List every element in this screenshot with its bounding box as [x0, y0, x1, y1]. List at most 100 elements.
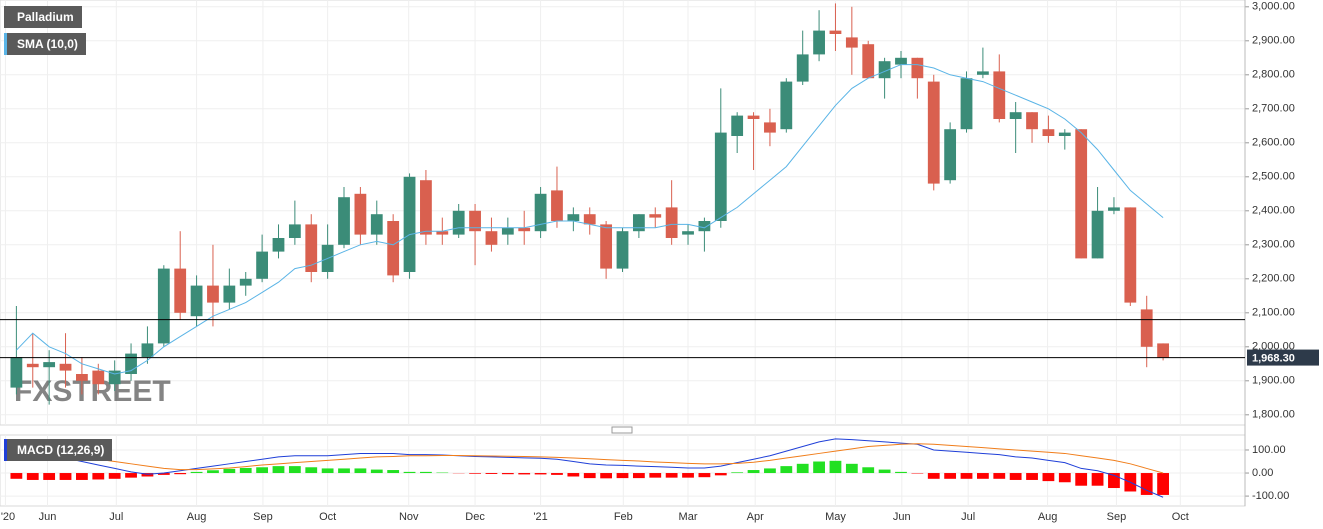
x-tick-label: '20 — [1, 511, 15, 523]
histogram-bar — [223, 468, 236, 474]
candle-body — [272, 238, 285, 252]
histogram-bar — [829, 460, 842, 474]
candle-body — [485, 231, 498, 245]
candle-body — [174, 268, 187, 313]
histogram-bar — [92, 473, 105, 480]
histogram-bar — [944, 473, 957, 479]
last-price-label: 1,968.30 — [1252, 352, 1295, 364]
histogram-bar — [174, 473, 187, 475]
last-price-box — [1247, 349, 1319, 366]
candle-body — [256, 251, 269, 279]
candle-body — [141, 343, 154, 357]
y-tick-label: 2,700.00 — [1252, 103, 1295, 115]
histogram-bar — [76, 473, 88, 480]
histogram-bar — [321, 468, 334, 474]
candle-body — [1075, 129, 1088, 259]
candle-body — [796, 54, 809, 82]
y-tick-label: 2,500.00 — [1252, 171, 1295, 183]
y-tick-label: 2,300.00 — [1252, 239, 1295, 251]
y-tick-label: 1,900.00 — [1252, 375, 1295, 387]
histogram-bar — [764, 468, 776, 474]
y-tick-label: 1,800.00 — [1252, 409, 1295, 421]
histogram-bar — [43, 473, 56, 480]
candle-body — [26, 363, 39, 368]
y-tick-label: 2,400.00 — [1252, 205, 1295, 217]
candle-body — [469, 210, 481, 232]
candle-body — [387, 221, 400, 276]
x-tick-label: Jun — [893, 511, 911, 523]
candle-body — [1157, 343, 1169, 358]
y-tick-label: 100.00 — [1252, 444, 1286, 456]
candle-body — [223, 285, 236, 303]
x-tick-label: Aug — [1038, 511, 1058, 523]
candle-body — [436, 231, 449, 235]
indicator-line — [16, 443, 1164, 474]
histogram-bar — [927, 473, 940, 479]
panel-resize-handle[interactable] — [611, 426, 633, 434]
x-tick-label: Feb — [614, 511, 633, 523]
x-tick-label: Sep — [253, 511, 273, 523]
x-tick-label: Oct — [319, 511, 336, 523]
candle-body — [10, 357, 23, 388]
histogram-bar — [305, 467, 318, 474]
histogram-bar — [993, 473, 1006, 479]
histogram-bar — [1058, 473, 1071, 483]
y-tick-label: 2,200.00 — [1252, 273, 1295, 285]
candle-body — [551, 190, 563, 221]
histogram-bar — [1140, 473, 1153, 495]
candle-body — [780, 81, 793, 130]
x-tick-label: '21 — [533, 511, 547, 523]
candle-body — [632, 214, 645, 232]
histogram-bar — [567, 473, 580, 477]
candle-body — [714, 132, 727, 221]
histogram-bar — [600, 473, 613, 479]
candle-body — [1108, 207, 1120, 211]
histogram-bar — [747, 470, 760, 474]
candle-body — [1140, 309, 1153, 347]
histogram-bar — [862, 467, 875, 474]
histogram-bar — [1108, 473, 1120, 489]
candle-body — [616, 231, 629, 269]
x-tick-label: Oct — [1172, 511, 1189, 523]
candle-body — [911, 57, 924, 79]
candle-body — [59, 363, 72, 371]
candle-body — [92, 370, 105, 385]
x-tick-label: Apr — [747, 511, 764, 523]
candle-body — [305, 224, 318, 272]
histogram-bar — [714, 473, 727, 476]
histogram-bar — [878, 469, 891, 474]
histogram-bar — [796, 463, 809, 474]
candle-body — [845, 37, 858, 48]
histogram-bar — [501, 473, 514, 475]
y-tick-label: 0.00 — [1252, 467, 1273, 479]
histogram-bar — [10, 473, 23, 479]
histogram-bar — [780, 466, 793, 474]
histogram-bar — [469, 473, 481, 474]
histogram-bar — [551, 473, 563, 475]
candle-body — [452, 210, 465, 235]
y-tick-label: 2,100.00 — [1252, 307, 1295, 319]
candle-body — [338, 197, 350, 245]
candle-body — [1009, 112, 1022, 119]
histogram-bar — [665, 473, 678, 478]
histogram-bar — [26, 473, 39, 480]
candle-body — [125, 353, 137, 374]
histogram-bar — [157, 473, 170, 475]
candle-body — [747, 115, 760, 119]
candle-body — [567, 214, 580, 221]
candle-body — [944, 129, 957, 181]
histogram-bar — [485, 473, 498, 474]
histogram-bar — [1009, 473, 1022, 480]
histogram-bar — [59, 473, 72, 480]
candle-body — [583, 214, 596, 225]
histogram-bar — [387, 470, 400, 474]
x-tick-label: Dec — [465, 511, 485, 523]
histogram-bar — [1042, 473, 1055, 482]
histogram-bar — [256, 467, 269, 474]
histogram-bar — [731, 472, 744, 474]
candle-body — [665, 207, 678, 238]
x-tick-label: Nov — [399, 511, 419, 523]
y-tick-label: 2,900.00 — [1252, 35, 1295, 47]
